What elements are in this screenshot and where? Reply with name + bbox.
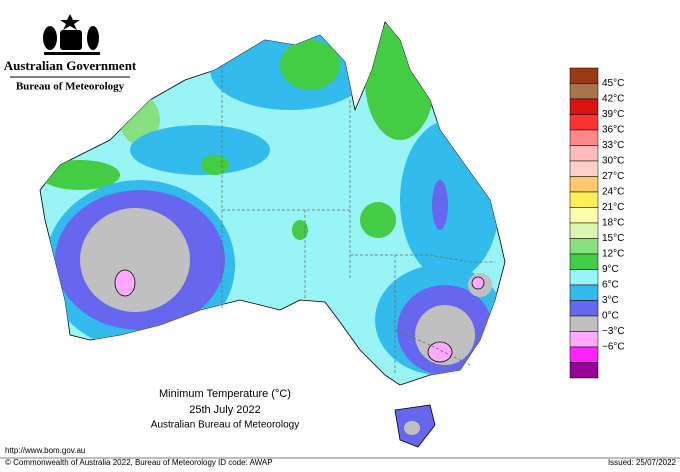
legend-swatch [569,176,599,193]
legend-swatch [569,98,599,115]
map-title: Minimum Temperature (°C) [159,388,291,400]
legend-swatch [569,238,599,255]
legend-label: 18°C [602,218,624,229]
government-name: Australian Government [4,58,137,73]
legend-label: 24°C [602,187,624,198]
legend-label: −6°C [602,342,625,353]
legend-swatch [569,207,599,224]
legend-label: 36°C [602,125,624,136]
legend-swatch [569,222,599,239]
legend-label: 30°C [602,156,624,167]
legend-swatch [569,114,599,131]
legend-label: 33°C [602,140,624,151]
footer-url: http://www.bom.gov.au [5,446,85,455]
legend-swatch [569,160,599,177]
footer-id: ID code: AWAP [218,458,273,467]
legend-swatch [569,269,599,286]
footer-copyright: © Commonwealth of Australia 2022, Bureau… [5,458,216,467]
legend-label: 15°C [602,233,624,244]
footer-issued: Issued: 25/07/2022 [608,458,677,467]
legend-label: 3°C [602,295,619,306]
legend-swatch [569,145,599,162]
legend-swatch [569,67,599,84]
legend-label: 0°C [602,311,619,322]
agency-name: Bureau of Meteorology [16,81,125,93]
legend-label: 42°C [602,94,624,105]
legend-label: 27°C [602,171,624,182]
coat-of-arms [43,14,100,55]
legend-swatch [569,83,599,100]
map-source: Australian Bureau of Meteorology [151,420,299,431]
legend-swatch [569,300,599,317]
legend-label: 45°C [602,78,624,89]
legend-swatch [569,191,599,208]
legend-label: 21°C [602,202,624,213]
legend-label: 12°C [602,249,624,260]
map-date: 25th July 2022 [189,404,261,416]
legend-label: 6°C [602,280,619,291]
legend: 45°C 42°C 39°C 36°C 33°C 30°C 27°C 24°C 21°C 18°C… [569,67,625,379]
legend-swatch [569,253,599,270]
legend-swatch [569,362,599,379]
legend-label: 9°C [602,264,619,275]
legend-label: −3°C [602,326,625,337]
legend-swatch [569,315,599,332]
legend-swatch [569,284,599,301]
legend-swatch [569,331,599,348]
legend-swatch [569,346,599,363]
legend-label: 39°C [602,109,624,120]
legend-swatch [569,129,599,146]
